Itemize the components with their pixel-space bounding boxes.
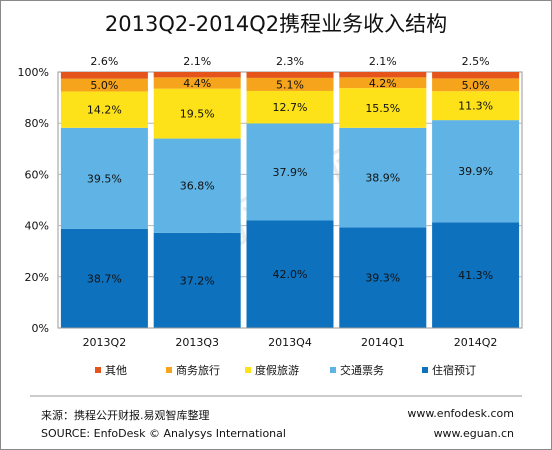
data-label: 2.3%: [276, 55, 304, 68]
bar-segment: [60, 127, 148, 229]
bar-segment: [60, 78, 148, 92]
bar-segment: [246, 123, 334, 221]
x-tick-label: 2013Q4: [268, 336, 312, 349]
stacked-bar-chart: 0%20%40%60%80%100%易观智库38.7%39.5%14.2%5.0…: [18, 55, 523, 397]
data-label: 41.3%: [458, 269, 493, 282]
y-tick-label: 100%: [18, 66, 49, 79]
bar-segment: [246, 72, 334, 78]
source-cn: 来源：携程公开财报.易观智库整理: [41, 409, 210, 422]
bar-segment: [60, 72, 148, 79]
data-label: 11.3%: [458, 100, 493, 113]
bar-segment: [246, 220, 334, 328]
x-tick-label: 2014Q1: [361, 336, 405, 349]
bar-segment: [246, 90, 334, 124]
bar-segment: [153, 72, 241, 78]
bar-segment: [432, 120, 520, 223]
data-label: 15.5%: [365, 102, 400, 115]
bar-segment: [432, 222, 520, 328]
url-eguan: www.eguan.cn: [433, 427, 514, 440]
data-label: 2.1%: [369, 55, 397, 68]
url-enfodesk: www.enfodesk.com: [407, 407, 514, 420]
bar-segment: [153, 138, 241, 233]
data-label: 4.4%: [183, 77, 211, 90]
legend-swatch: [330, 367, 336, 373]
data-label: 4.2%: [369, 77, 397, 90]
legend-label: 度假旅游: [255, 363, 299, 377]
y-tick-label: 80%: [25, 117, 49, 130]
y-tick-label: 40%: [25, 220, 49, 233]
source-en: SOURCE: EnfoDesk © Analysys Internationa…: [41, 427, 286, 440]
data-label: 37.2%: [180, 274, 215, 287]
y-tick-label: 20%: [25, 271, 49, 284]
bar-segment: [432, 72, 520, 79]
bar-segment: [339, 72, 427, 78]
data-label: 36.8%: [180, 180, 215, 193]
x-tick-label: 2013Q2: [83, 336, 127, 349]
bar-segment: [60, 228, 148, 328]
bar-segment: [339, 77, 427, 89]
data-label: 2.1%: [183, 55, 211, 68]
data-label: 39.3%: [365, 272, 400, 285]
data-label: 14.2%: [87, 104, 122, 117]
bar-segment: [246, 77, 334, 91]
x-tick-label: 2014Q2: [454, 336, 498, 349]
legend-label: 交通票务: [340, 363, 384, 377]
data-label: 12.7%: [273, 101, 308, 114]
legend-swatch: [422, 367, 428, 373]
data-label: 37.9%: [273, 166, 308, 179]
data-label: 5.0%: [462, 79, 490, 92]
data-label: 39.9%: [458, 165, 493, 178]
bar-segment: [153, 77, 241, 89]
data-label: 38.9%: [365, 172, 400, 185]
data-label: 39.5%: [87, 172, 122, 185]
x-tick-label: 2013Q3: [175, 336, 219, 349]
legend-swatch: [95, 367, 101, 373]
legend-label: 其他: [105, 364, 127, 377]
data-label: 19.5%: [180, 108, 215, 121]
bar-segment: [432, 78, 520, 92]
data-label: 5.0%: [90, 79, 118, 92]
data-label: 2.5%: [462, 55, 490, 68]
bar-segment: [153, 232, 241, 328]
bar-segment: [153, 88, 241, 139]
bar-segment: [339, 127, 427, 228]
data-label: 42.0%: [273, 268, 308, 281]
data-label: 5.1%: [276, 78, 304, 91]
bar-segment: [339, 227, 427, 328]
y-tick-label: 60%: [25, 168, 49, 181]
legend-swatch: [245, 367, 251, 373]
y-tick-label: 0%: [32, 322, 49, 335]
data-label: 2.6%: [90, 55, 118, 68]
legend-swatch: [166, 367, 172, 373]
legend-label: 商务旅行: [176, 363, 220, 377]
legend-label: 住宿预订: [432, 363, 476, 377]
chart-title: 2013Q2-2014Q2携程业务收入结构: [104, 12, 448, 36]
bar-segment: [60, 91, 148, 128]
bar-segment: [432, 91, 520, 121]
bar-segment: [339, 88, 427, 128]
data-label: 38.7%: [87, 272, 122, 285]
